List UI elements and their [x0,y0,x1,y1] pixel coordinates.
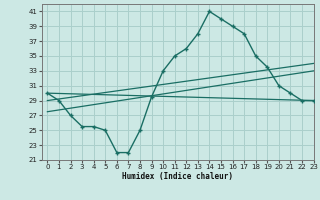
X-axis label: Humidex (Indice chaleur): Humidex (Indice chaleur) [122,172,233,181]
